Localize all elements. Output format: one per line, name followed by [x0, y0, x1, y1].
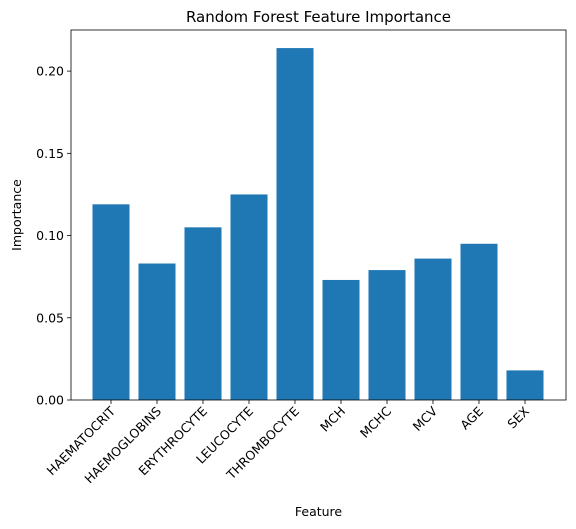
bar-erythrocyte — [184, 227, 222, 400]
y-axis-title: Importance — [9, 179, 24, 251]
bar-leucocyte — [230, 194, 268, 400]
bar-haematocrit — [92, 204, 130, 400]
bar-mchc — [368, 270, 406, 400]
x-axis-title: Feature — [295, 504, 343, 519]
bar-mch — [322, 279, 360, 400]
y-tick-label: 0.15 — [36, 146, 64, 161]
y-tick-label: 0.05 — [36, 310, 64, 325]
y-tick-label: 0.00 — [36, 393, 64, 408]
bar-thrombocyte — [276, 48, 314, 400]
bars — [92, 48, 544, 400]
y-tick-label: 0.10 — [36, 228, 64, 243]
x-axis: HAEMATOCRITHAEMOGLOBINSERYTHROCYTELEUCOC… — [44, 400, 532, 486]
y-tick-label: 0.20 — [36, 64, 64, 79]
plot-frame — [70, 29, 567, 401]
x-tick-label: MCV — [410, 403, 441, 434]
x-tick-label: AGE — [457, 403, 486, 432]
bar-mcv — [414, 258, 452, 400]
x-tick-label: MCH — [317, 404, 348, 435]
bar-haemoglobins — [138, 263, 176, 400]
bar-age — [460, 243, 498, 400]
bar-sex — [506, 370, 544, 400]
x-tick-label: MCHC — [357, 403, 394, 440]
y-axis: 0.00 0.05 0.10 0.15 0.20 — [36, 64, 71, 408]
chart-title: Random Forest Feature Importance — [186, 8, 451, 26]
x-tick-label: SEX — [504, 403, 532, 431]
